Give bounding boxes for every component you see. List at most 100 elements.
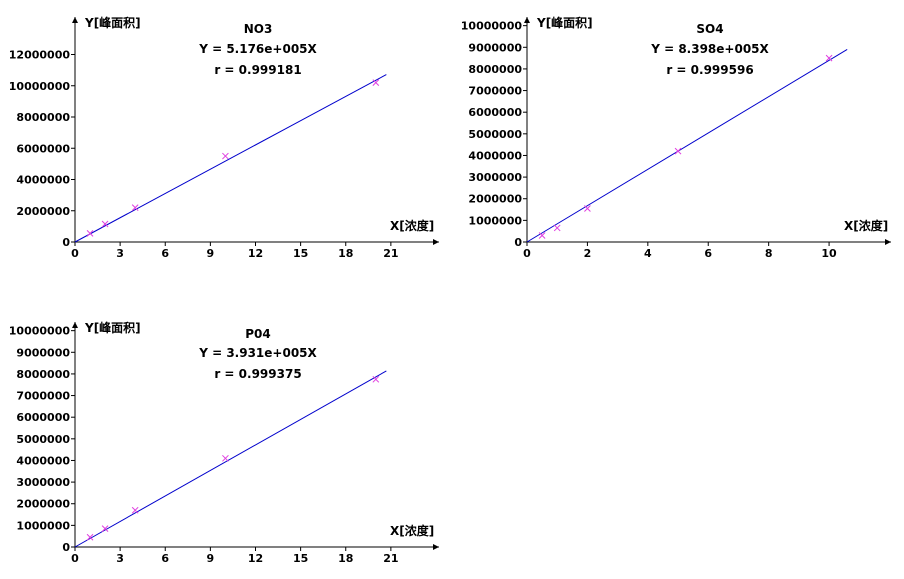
data-point [825, 54, 833, 62]
regression-equation: Y = 5.176e+005X [198, 42, 317, 56]
correlation-coefficient: r = 0.999375 [214, 367, 301, 381]
y-tick-label: 5000000 [16, 433, 70, 446]
x-tick-label: 12 [248, 552, 263, 565]
y-tick-label: 1000000 [16, 519, 70, 532]
x-axis-arrow [433, 239, 439, 245]
y-tick-label: 2000000 [16, 205, 70, 218]
data-point [101, 220, 109, 228]
x-tick-label: 15 [293, 247, 308, 260]
data-point [674, 147, 682, 155]
data-point [86, 533, 94, 541]
y-axis-arrow [72, 17, 78, 23]
data-point-stroke [372, 375, 380, 383]
data-point [222, 152, 229, 160]
y-tick-label: 3000000 [16, 476, 70, 489]
data-point-stroke [372, 79, 380, 86]
chart-no3: 0 3 6 9 12 15 18 21 0 2000000 4000000 6000000 800000… [9, 15, 439, 260]
y-tick-label: 7000000 [468, 85, 522, 98]
x-tick-label: 0 [523, 247, 531, 260]
x-axis-label: X[浓度] [390, 523, 434, 538]
regression-equation: Y = 8.398e+005X [650, 42, 769, 56]
regression-equation: Y = 3.931e+005X [198, 346, 317, 360]
y-tick-label: 7000000 [16, 390, 70, 403]
fit-line [526, 48, 848, 243]
x-axis-label: X[浓度] [390, 218, 434, 233]
x-tick-label: 2 [584, 247, 592, 260]
y-tick-label: 0 [62, 541, 70, 554]
data-point-stroke [86, 533, 94, 541]
y-tick-label: 6000000 [16, 142, 70, 155]
y-axis-label: Y[峰面积] [84, 15, 141, 30]
data-point [86, 230, 94, 237]
data-point [372, 375, 380, 383]
y-tick-label: 4000000 [468, 149, 522, 162]
data-point-stroke [538, 232, 546, 239]
y-axis-label: Y[峰面积] [536, 15, 593, 30]
x-tick-label: 0 [71, 247, 79, 260]
y-tick-label: 6000000 [16, 411, 70, 424]
data-point [538, 232, 546, 239]
correlation-coefficient: r = 0.999596 [666, 63, 753, 77]
x-tick-label: 21 [383, 247, 398, 260]
y-tick-label: 0 [62, 236, 70, 249]
data-point-stroke [101, 220, 109, 228]
y-tick-label: 8000000 [16, 111, 70, 124]
data-point-stroke [584, 205, 591, 212]
y-tick-label: 2000000 [16, 498, 70, 511]
y-tick-label: 5000000 [468, 128, 522, 141]
x-tick-label: 18 [338, 552, 353, 565]
y-tick-label: 10000000 [9, 325, 71, 338]
y-tick-label: 4000000 [16, 454, 70, 467]
y-tick-label: 4000000 [16, 174, 70, 187]
data-point-stroke [101, 525, 109, 532]
data-point-stroke [553, 224, 561, 232]
x-tick-label: 3 [116, 247, 124, 260]
y-tick-label: 12000000 [9, 49, 71, 62]
chart-so4: 0 2 4 6 8 10 0 1000000 2000000 3000000 4000000 5000… [461, 15, 891, 260]
chart-p04: 0 3 6 9 12 15 18 21 0 1000000 2000000 3000000 400000… [9, 320, 439, 565]
x-tick-label: 18 [338, 247, 353, 260]
y-tick-label: 0 [514, 236, 522, 249]
x-tick-label: 8 [765, 247, 773, 260]
x-tick-label: 4 [644, 247, 652, 260]
data-point [131, 204, 139, 211]
data-point-stroke [86, 230, 94, 237]
x-tick-label: 6 [161, 552, 169, 565]
y-tick-label: 10000000 [461, 20, 523, 33]
correlation-coefficient: r = 0.999181 [214, 63, 301, 77]
x-tick-label: 21 [383, 552, 398, 565]
x-tick-label: 6 [161, 247, 169, 260]
x-tick-label: 6 [704, 247, 712, 260]
x-tick-label: 10 [821, 247, 837, 260]
data-point [222, 454, 229, 462]
x-axis-arrow [433, 544, 439, 550]
y-tick-label: 9000000 [468, 41, 522, 54]
y-axis-arrow [72, 322, 78, 328]
y-tick-label: 10000000 [9, 80, 71, 93]
chart-title: P04 [245, 327, 271, 341]
y-tick-label: 9000000 [16, 346, 70, 359]
x-tick-label: 9 [207, 552, 215, 565]
data-point [372, 79, 380, 86]
data-point [131, 506, 139, 514]
data-point [553, 224, 561, 232]
y-axis-label: Y[峰面积] [84, 320, 141, 335]
y-axis-arrow [524, 17, 530, 23]
chart-title: SO4 [696, 22, 723, 36]
x-tick-label: 0 [71, 552, 79, 565]
data-point-stroke [222, 152, 229, 160]
data-point-stroke [222, 454, 229, 462]
x-tick-label: 12 [248, 247, 263, 260]
x-tick-label: 15 [293, 552, 308, 565]
x-axis-arrow [885, 239, 891, 245]
data-point-stroke [825, 54, 833, 62]
x-tick-label: 3 [116, 552, 124, 565]
y-tick-label: 1000000 [468, 214, 522, 227]
data-point [101, 525, 109, 532]
y-tick-label: 8000000 [16, 368, 70, 381]
y-tick-label: 8000000 [468, 63, 522, 76]
data-point-stroke [131, 506, 139, 514]
y-tick-label: 6000000 [468, 106, 522, 119]
x-tick-label: 9 [207, 247, 215, 260]
